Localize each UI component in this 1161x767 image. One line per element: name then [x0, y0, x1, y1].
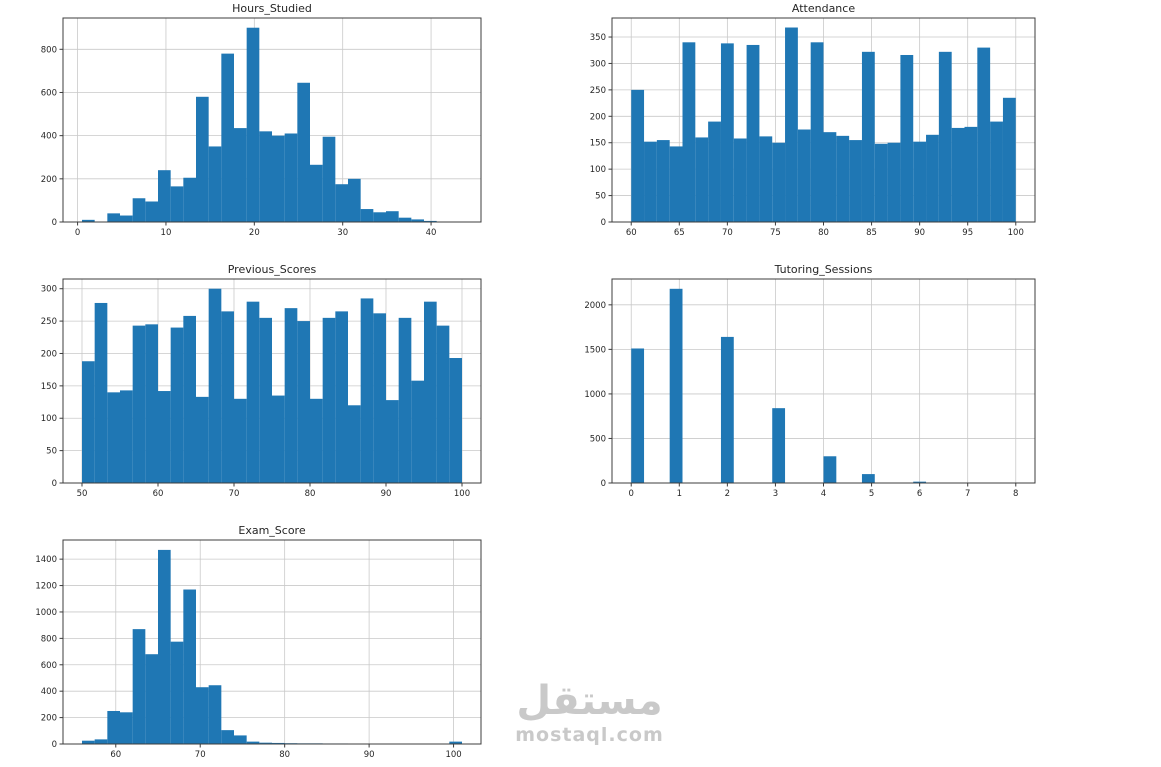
svg-text:60: 60 [626, 228, 637, 238]
svg-text:150: 150 [590, 139, 606, 149]
svg-text:90: 90 [914, 228, 925, 238]
svg-text:1000: 1000 [35, 608, 57, 618]
svg-text:80: 80 [305, 489, 316, 499]
svg-text:300: 300 [590, 59, 606, 69]
svg-text:350: 350 [590, 33, 606, 43]
svg-text:6: 6 [917, 489, 922, 499]
svg-text:40: 40 [426, 228, 437, 238]
svg-text:60: 60 [110, 750, 121, 760]
svg-text:Exam_Score: Exam_Score [238, 524, 305, 537]
svg-text:2: 2 [725, 489, 730, 499]
svg-text:100: 100 [454, 489, 470, 499]
svg-text:400: 400 [41, 687, 57, 697]
svg-text:0: 0 [52, 479, 57, 489]
svg-text:Tutoring_Sessions: Tutoring_Sessions [774, 263, 873, 276]
svg-text:Previous_Scores: Previous_Scores [228, 263, 317, 276]
svg-text:100: 100 [445, 750, 461, 760]
svg-text:250: 250 [41, 317, 57, 327]
svg-text:90: 90 [381, 489, 392, 499]
svg-text:8: 8 [1013, 489, 1018, 499]
svg-text:50: 50 [77, 489, 88, 499]
svg-text:0: 0 [52, 218, 57, 228]
svg-text:200: 200 [590, 112, 606, 122]
svg-text:50: 50 [46, 447, 57, 457]
svg-text:Hours_Studied: Hours_Studied [232, 2, 312, 15]
svg-text:600: 600 [41, 88, 57, 98]
svg-text:1: 1 [677, 489, 682, 499]
svg-text:400: 400 [41, 132, 57, 142]
svg-text:800: 800 [41, 634, 57, 644]
svg-text:1200: 1200 [35, 582, 57, 592]
svg-text:0: 0 [601, 479, 606, 489]
svg-text:1000: 1000 [584, 390, 606, 400]
svg-text:60: 60 [153, 489, 164, 499]
svg-text:2000: 2000 [584, 301, 606, 311]
svg-text:70: 70 [195, 750, 206, 760]
svg-text:300: 300 [41, 285, 57, 295]
svg-text:100: 100 [590, 165, 606, 175]
watermark-domain-text: mostaql.com [515, 724, 664, 746]
svg-text:0: 0 [629, 489, 634, 499]
svg-text:90: 90 [364, 750, 375, 760]
svg-text:500: 500 [590, 434, 606, 444]
svg-text:80: 80 [818, 228, 829, 238]
svg-text:75: 75 [770, 228, 781, 238]
svg-text:70: 70 [229, 489, 240, 499]
svg-text:4: 4 [821, 489, 826, 499]
svg-text:150: 150 [41, 382, 57, 392]
svg-text:95: 95 [962, 228, 973, 238]
attendance-histogram: 60 65 70 75 80 85 90 95 100 0 50 100 150 200 250 300 350… [566, 1, 1044, 241]
hours-studied-histogram: 0 10 20 30 40 0 200 400 600 800 Hours_Studied [17, 1, 490, 241]
svg-text:1500: 1500 [584, 345, 606, 355]
svg-text:5: 5 [869, 489, 874, 499]
svg-text:0: 0 [601, 218, 606, 228]
svg-text:80: 80 [279, 750, 290, 760]
svg-text:600: 600 [41, 661, 57, 671]
svg-text:800: 800 [41, 45, 57, 55]
svg-text:7: 7 [965, 489, 970, 499]
exam-score-histogram: 60 70 80 90 100 0 200 400 600 800 1000 1200 1400 Exam… [17, 523, 490, 763]
svg-text:0: 0 [52, 740, 57, 750]
svg-text:50: 50 [595, 192, 606, 202]
svg-text:200: 200 [41, 349, 57, 359]
tutoring-sessions-histogram: 0 1 2 3 4 5 6 7 8 0 500 1000 1500 2000 Tutoring_Sessio… [566, 262, 1044, 502]
svg-text:250: 250 [590, 86, 606, 96]
svg-text:30: 30 [337, 228, 348, 238]
svg-text:10: 10 [161, 228, 172, 238]
watermark-arabic-text: مستقل [516, 678, 663, 724]
watermark: مستقل mostaql.com [497, 678, 682, 746]
svg-text:200: 200 [41, 175, 57, 185]
previous-scores-histogram: 50 60 70 80 90 100 0 50 100 150 200 250 300 Previous_… [17, 262, 490, 502]
svg-text:70: 70 [722, 228, 733, 238]
svg-text:20: 20 [249, 228, 260, 238]
svg-text:100: 100 [41, 414, 57, 424]
svg-text:200: 200 [41, 714, 57, 724]
svg-text:85: 85 [866, 228, 877, 238]
svg-text:1400: 1400 [35, 555, 57, 565]
svg-text:0: 0 [75, 228, 80, 238]
svg-text:65: 65 [674, 228, 685, 238]
svg-text:100: 100 [1008, 228, 1024, 238]
svg-text:3: 3 [773, 489, 778, 499]
svg-text:Attendance: Attendance [792, 2, 855, 15]
